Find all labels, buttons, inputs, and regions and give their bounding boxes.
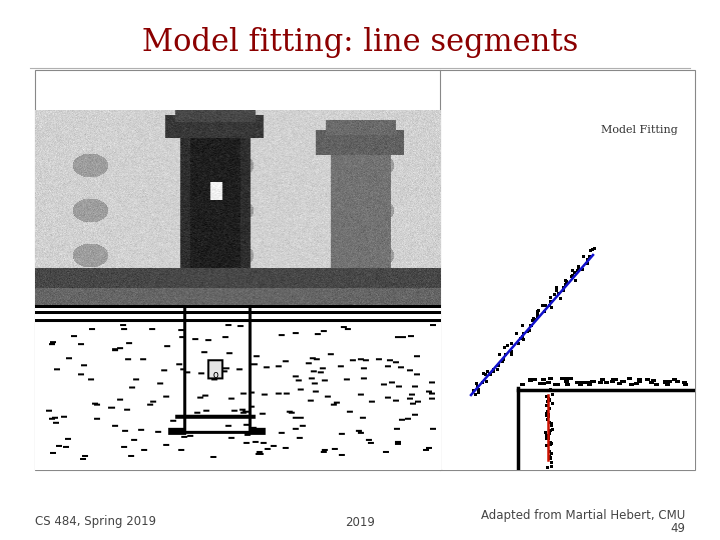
Text: 49: 49 xyxy=(670,522,685,535)
Text: Adapted from Martial Hebert, CMU: Adapted from Martial Hebert, CMU xyxy=(481,509,685,522)
Text: Model fitting: line segments: Model fitting: line segments xyxy=(142,26,578,57)
Bar xyxy=(35,70,695,470)
Text: 2019: 2019 xyxy=(345,516,375,529)
Text: CS 484, Spring 2019: CS 484, Spring 2019 xyxy=(35,516,156,529)
Text: o: o xyxy=(212,370,218,380)
Text: Model Fitting: Model Fitting xyxy=(601,125,678,135)
